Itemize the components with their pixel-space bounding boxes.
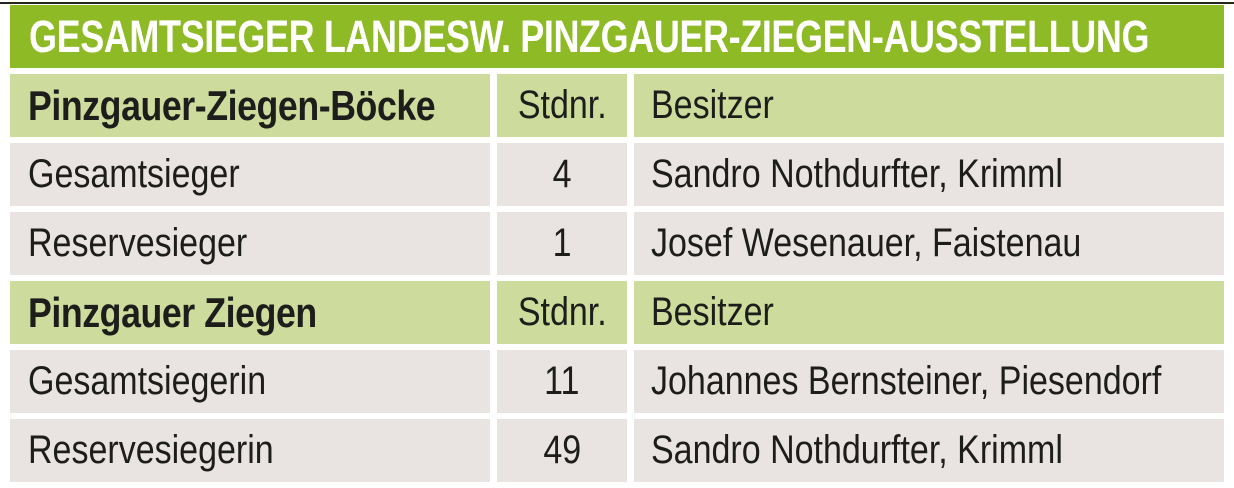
section-title: Pinzgauer Ziegen	[28, 288, 317, 336]
section-title-cell: Pinzgauer Ziegen	[10, 281, 490, 344]
row-stdnr: 1	[552, 221, 572, 265]
row-besitzer: Josef Wesenauer, Faistenau	[651, 221, 1082, 265]
section-title: Pinzgauer-Ziegen-Böcke	[28, 81, 436, 129]
row-label: Reservesiegerin	[28, 428, 274, 472]
row-besitzer: Johannes Bernsteiner, Piesendorf	[651, 359, 1162, 403]
row-label-cell: Reservesieger	[10, 212, 490, 275]
row-besitzer: Sandro Nothdurfter, Krimml	[651, 428, 1063, 472]
column-header-stdnr: Stdnr.	[517, 83, 607, 127]
section-title-cell: Pinzgauer-Ziegen-Böcke	[10, 74, 490, 137]
row-stdnr: 49	[543, 428, 581, 472]
row-label: Gesamtsieger	[28, 152, 240, 196]
table-row-reservesieger: Reservesieger 1 Josef Wesenauer, Faisten…	[10, 212, 1224, 275]
results-table: GESAMTSIEGER LANDESW. PINZGAUER-ZIEGEN-A…	[10, 5, 1224, 482]
column-header-stdnr-cell: Stdnr.	[497, 74, 627, 137]
row-besitzer-cell: Sandro Nothdurfter, Krimml	[634, 419, 1224, 482]
column-header-besitzer-cell: Besitzer	[634, 74, 1224, 137]
page-title: GESAMTSIEGER LANDESW. PINZGAUER-ZIEGEN-A…	[29, 10, 1150, 62]
row-stdnr-cell: 49	[497, 419, 627, 482]
row-label: Gesamtsiegerin	[28, 359, 267, 403]
column-header-stdnr-cell: Stdnr.	[497, 281, 627, 344]
row-besitzer-cell: Josef Wesenauer, Faistenau	[634, 212, 1224, 275]
section-header-pinzgauer-ziegen: Pinzgauer Ziegen Stdnr. Besitzer	[10, 281, 1224, 344]
column-header-stdnr: Stdnr.	[517, 290, 607, 334]
row-stdnr: 4	[552, 152, 572, 196]
section-header-pinzgauer-ziegen-boecke: Pinzgauer-Ziegen-Böcke Stdnr. Besitzer	[10, 74, 1224, 137]
column-header-besitzer: Besitzer	[651, 290, 774, 334]
column-header-besitzer: Besitzer	[651, 83, 774, 127]
table-row-reservesiegerin: Reservesiegerin 49 Sandro Nothdurfter, K…	[10, 419, 1224, 482]
table-row-gesamtsieger: Gesamtsieger 4 Sandro Nothdurfter, Krimm…	[10, 143, 1224, 206]
row-stdnr-cell: 1	[497, 212, 627, 275]
row-label: Reservesieger	[28, 221, 248, 265]
top-rule-divider	[0, 2, 1234, 4]
table-row-gesamtsiegerin: Gesamtsiegerin 11 Johannes Bernsteiner, …	[10, 350, 1224, 413]
column-header-besitzer-cell: Besitzer	[634, 281, 1224, 344]
row-besitzer: Sandro Nothdurfter, Krimml	[651, 152, 1063, 196]
row-label-cell: Gesamtsieger	[10, 143, 490, 206]
row-besitzer-cell: Johannes Bernsteiner, Piesendorf	[634, 350, 1224, 413]
row-stdnr-cell: 4	[497, 143, 627, 206]
row-besitzer-cell: Sandro Nothdurfter, Krimml	[634, 143, 1224, 206]
row-label-cell: Gesamtsiegerin	[10, 350, 490, 413]
title-bar: GESAMTSIEGER LANDESW. PINZGAUER-ZIEGEN-A…	[10, 5, 1224, 68]
row-stdnr-cell: 11	[497, 350, 627, 413]
row-stdnr: 11	[544, 359, 580, 403]
row-label-cell: Reservesiegerin	[10, 419, 490, 482]
